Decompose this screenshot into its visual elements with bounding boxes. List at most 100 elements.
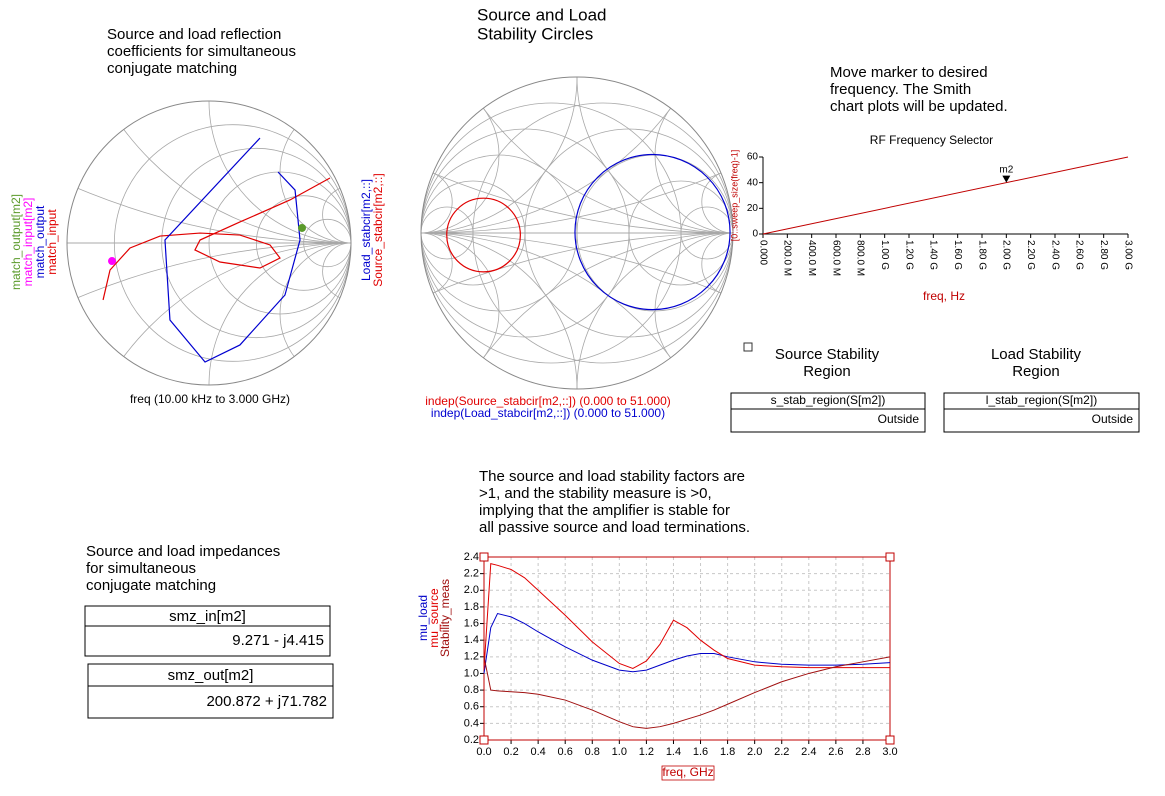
x-tick-label: 2.60 G bbox=[1074, 240, 1085, 270]
table-value: Outside bbox=[1092, 412, 1134, 426]
text-line: all passive source and load terminations… bbox=[479, 519, 750, 536]
x-tick-label: 0.000 bbox=[757, 240, 768, 265]
table-frame bbox=[730, 392, 926, 433]
grid-arc bbox=[421, 77, 500, 234]
grid-arc bbox=[279, 101, 351, 244]
y-tick-label: 40 bbox=[747, 177, 759, 188]
x-tick-label: 1.80 G bbox=[976, 240, 987, 270]
x-axis-label: freq, GHz bbox=[662, 765, 713, 779]
stability-circle bbox=[446, 197, 521, 273]
y-tick-label: 1.8 bbox=[464, 601, 479, 613]
text-line: >1, and the stability measure is >0, bbox=[479, 485, 712, 502]
x-tick-label: 1.40 G bbox=[928, 240, 939, 270]
x-tick-label: 400.0 M bbox=[806, 240, 817, 276]
grid-arc bbox=[322, 242, 351, 301]
legend-entry: match_output[m2] bbox=[9, 194, 23, 290]
table-value: Outside bbox=[878, 412, 920, 426]
x-tick-label: 200.0 M bbox=[782, 240, 793, 276]
selection-handle bbox=[479, 735, 489, 745]
text-line: implying that the amplifier is stable fo… bbox=[479, 502, 730, 519]
x-tick-label: 1.8 bbox=[720, 746, 735, 758]
x-tick-label: 2.2 bbox=[774, 746, 789, 758]
table-header: l_stab_region(S[m2]) bbox=[986, 393, 1097, 407]
y-tick-label: 60 bbox=[747, 152, 759, 163]
trace bbox=[483, 563, 890, 670]
y-tick-label: 1.4 bbox=[464, 634, 479, 646]
table-header: smz_out[m2] bbox=[168, 667, 254, 684]
text-line: Source Stability bbox=[775, 346, 880, 363]
text-line: conjugate matching bbox=[86, 577, 216, 594]
legend-entry: Load_stabcir[m2,::] bbox=[359, 179, 373, 281]
text-line: Source and load impedances bbox=[86, 543, 280, 560]
x-tick-label: 1.6 bbox=[693, 746, 708, 758]
x-axis-label: freq, Hz bbox=[923, 289, 965, 303]
table-header: s_stab_region(S[m2]) bbox=[771, 393, 886, 407]
trace bbox=[483, 612, 891, 674]
x-tick-label: 0.6 bbox=[558, 746, 573, 758]
grid-arc bbox=[322, 185, 351, 244]
label-box bbox=[661, 765, 715, 781]
x-tick-label: 2.00 G bbox=[1001, 240, 1012, 270]
smith-outline bbox=[420, 76, 734, 390]
footer: freq (10.00 kHz to 3.000 GHz) bbox=[130, 392, 290, 406]
x-tick-label: 800.0 M bbox=[855, 240, 866, 276]
table-value: 200.872 + j71.782 bbox=[206, 693, 327, 710]
y-tick-label: 0.6 bbox=[464, 701, 479, 713]
x-tick-label: 600.0 M bbox=[830, 240, 841, 276]
trace bbox=[102, 177, 331, 301]
stability-circle bbox=[574, 153, 731, 311]
text-line: coefficients for simultaneous bbox=[107, 43, 296, 60]
x-tick-label: 3.0 bbox=[882, 746, 897, 758]
table-frame bbox=[87, 663, 334, 719]
legend-entry: mu_load bbox=[416, 595, 430, 641]
table-value: 9.271 - j4.415 bbox=[232, 632, 324, 649]
marker bbox=[1002, 175, 1011, 183]
legend-entry: match_input bbox=[45, 209, 59, 275]
marker-dot bbox=[298, 223, 307, 232]
legend-entry: match_output bbox=[33, 205, 47, 278]
legend-entry: match_input[m2] bbox=[21, 198, 35, 287]
grid-arc bbox=[421, 232, 453, 296]
x-tick-label: 0.0 bbox=[476, 746, 491, 758]
y-tick-label: 2.2 bbox=[464, 568, 479, 580]
legend-entry: mu_source bbox=[427, 588, 441, 648]
y-tick-label: 1.0 bbox=[464, 667, 479, 679]
x-tick-label: 1.0 bbox=[612, 746, 627, 758]
text-line: Region bbox=[803, 363, 851, 380]
x-tick-label: 1.60 G bbox=[952, 240, 963, 270]
table-header: smz_in[m2] bbox=[169, 608, 246, 625]
x-tick-label: 3.00 G bbox=[1122, 240, 1133, 270]
text-line: Source and load reflection bbox=[107, 26, 281, 43]
x-tick-label: 2.0 bbox=[747, 746, 762, 758]
x-tick-label: 2.8 bbox=[855, 746, 870, 758]
footer: indep(Load_stabcir[m2,::]) (0.000 to 51.… bbox=[431, 406, 665, 420]
x-tick-label: 0.2 bbox=[503, 746, 518, 758]
legend-entry: Stability_meas bbox=[438, 579, 452, 657]
y-tick-label: 1.2 bbox=[464, 651, 479, 663]
text-line: Load Stability bbox=[991, 346, 1082, 363]
text-line: The source and load stability factors ar… bbox=[479, 468, 745, 485]
selection-handle bbox=[479, 552, 489, 562]
x-tick-label: 2.40 G bbox=[1049, 240, 1060, 270]
trace bbox=[762, 156, 1129, 235]
y-tick-label: 0.8 bbox=[464, 684, 479, 696]
x-tick-label: 2.80 G bbox=[1098, 240, 1109, 270]
y-tick-label: 2.0 bbox=[464, 584, 479, 596]
x-tick-label: 2.4 bbox=[801, 746, 816, 758]
grid-arc bbox=[421, 170, 453, 234]
y-axis-label: [0::sweep_size(freq)-1] bbox=[729, 150, 739, 242]
checkbox[interactable] bbox=[743, 342, 753, 352]
x-tick-label: 1.00 G bbox=[879, 240, 890, 270]
selection-handle bbox=[885, 552, 895, 562]
text-line: frequency. The Smith bbox=[830, 81, 971, 98]
text-line: chart plots will be updated. bbox=[830, 98, 1008, 115]
footer: indep(Source_stabcir[m2,::]) (0.000 to 5… bbox=[425, 394, 670, 408]
x-tick-label: 0.4 bbox=[530, 746, 545, 758]
plot-frame bbox=[483, 556, 891, 741]
grid-arc bbox=[279, 242, 351, 385]
y-tick-label: 0.4 bbox=[464, 717, 479, 729]
trace bbox=[164, 137, 301, 363]
x-tick-label: 0.8 bbox=[585, 746, 600, 758]
